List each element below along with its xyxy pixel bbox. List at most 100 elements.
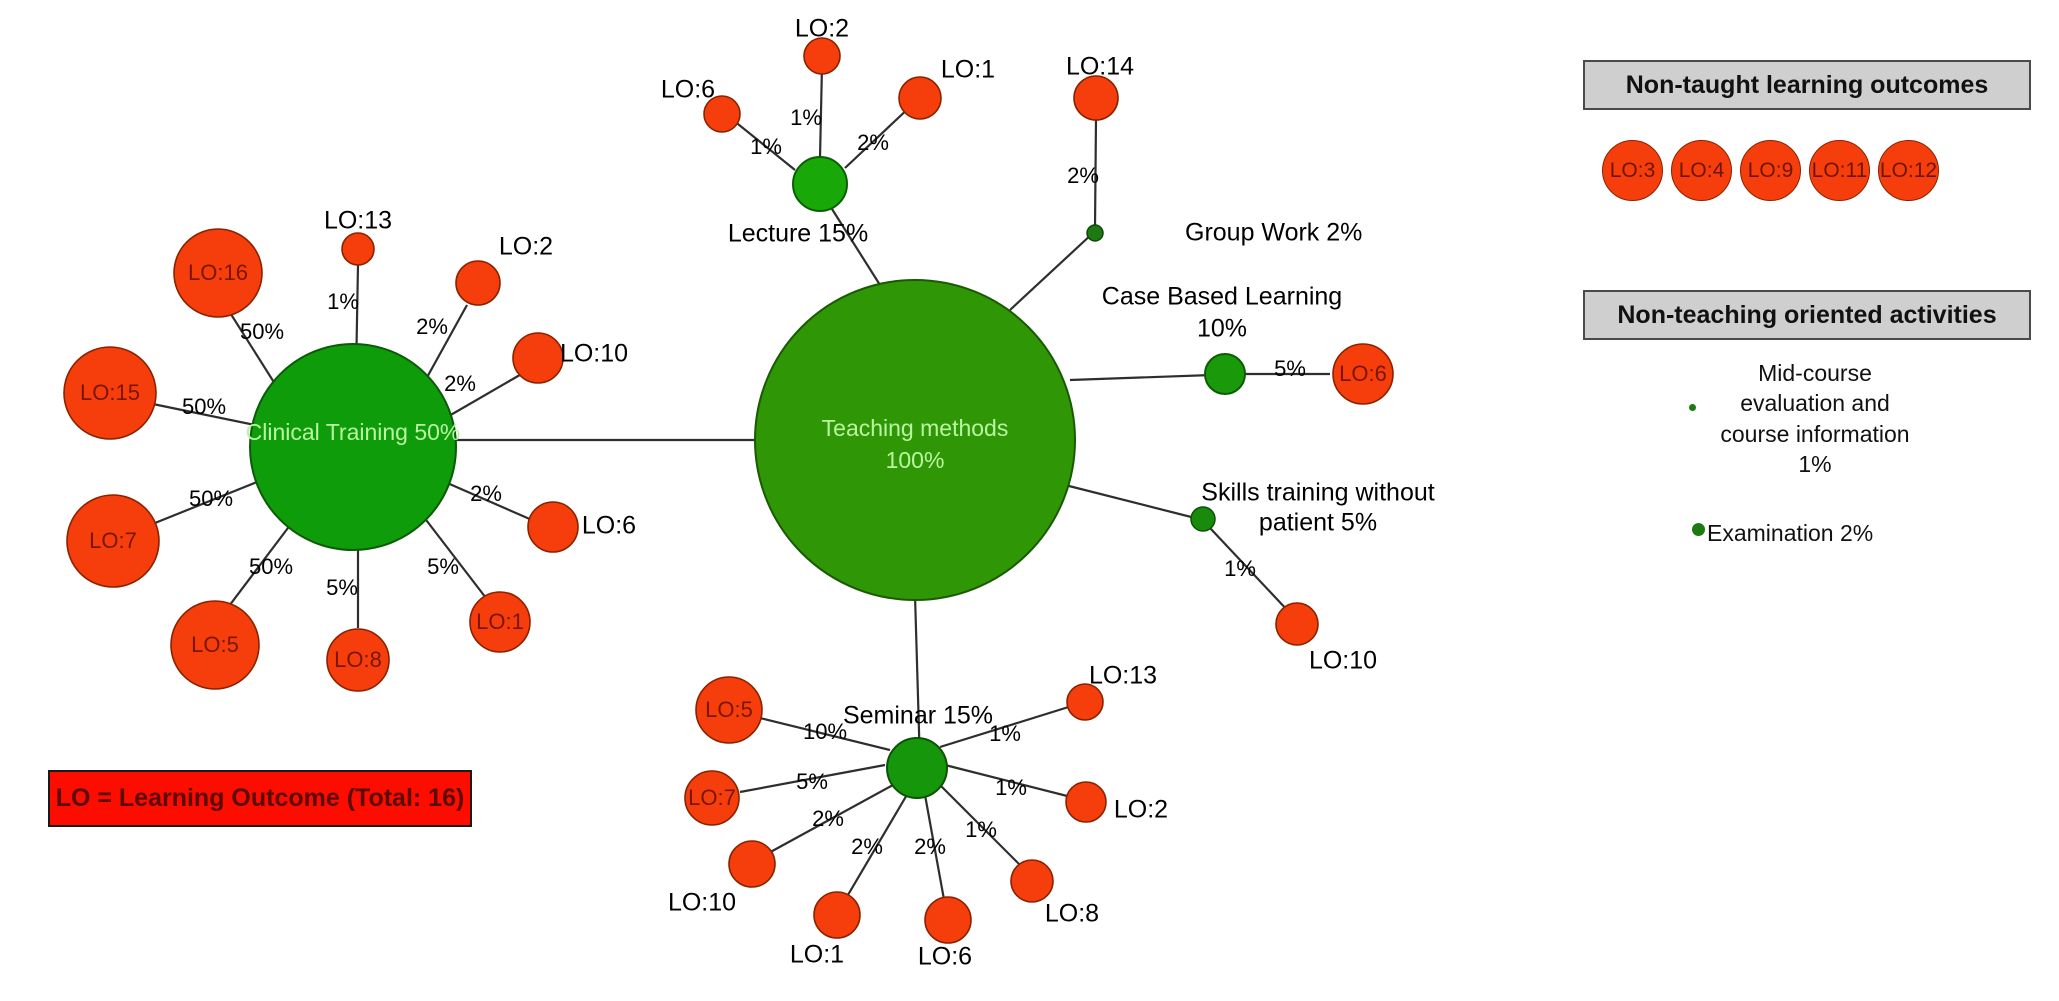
edges-center-to-methods [455,189,1213,766]
edge-lecture-lo6 [732,119,796,171]
lo2-seminar-outer-label: LO:2 [1114,796,1168,824]
lo6-clinical-outer-label: LO:6 [582,512,636,540]
node-case-based-learning[interactable] [1204,353,1246,395]
node-outcome-lo2-clinical[interactable] [455,260,501,306]
edge-label-seminar-lo6: 2% [914,834,946,859]
node-outcome-lo13-seminar[interactable] [1066,683,1104,721]
node-outcome-lo16[interactable]: LO:16 [173,228,263,318]
edge-label-seminar-lo2: 1% [995,775,1027,800]
lo8-clinical-label: LO:8 [334,647,382,672]
mid-course-activity-dot[interactable] [1689,404,1696,411]
node-teaching-methods[interactable]: Teaching methods 100% [754,279,1076,601]
seminar-label: Seminar 15% [843,702,993,730]
lo13-outer-label: LO:13 [324,207,392,235]
edges-lecture [732,65,913,171]
non-taught-lo-chip[interactable]: LO:12 [1878,140,1939,201]
edge-label-cbl-lo6: 5% [1274,356,1306,381]
lo10-clinical-outer-label: LO:10 [560,340,628,368]
node-outcome-lo13[interactable] [341,232,375,266]
non-taught-lo-chip[interactable]: LO:11 [1809,140,1870,201]
edge-label-seminar-lo7: 5% [796,769,828,794]
node-outcome-lo8-clinical[interactable]: LO:8 [326,628,390,692]
lo13-seminar-outer-label: LO:13 [1089,662,1157,690]
non-taught-header-text: Non-taught learning outcomes [1625,70,1989,99]
lo6-lecture-outer-label: LO:6 [661,76,715,104]
node-outcome-lo5-seminar[interactable]: LO:5 [695,676,763,744]
node-outcome-lo2-lecture[interactable] [803,37,841,75]
lo7-clinical-label: LO:7 [89,528,137,553]
edge-clinical-lo5 [219,511,301,619]
lo1-lecture-outer-label: LO:1 [941,56,995,84]
edges-skills-training [1209,527,1291,614]
skills-training-label-line1: Skills training without [1201,479,1434,507]
group-work-label: Group Work 2% [1185,219,1362,247]
edge-lecture-lo1 [844,104,913,169]
case-based-learning-label-line2: 10% [1197,315,1247,343]
examination-activity-dot[interactable] [1692,523,1705,536]
lo2-clinical-outer-label: LO:2 [499,233,553,261]
node-outcome-lo1-clinical[interactable]: LO:1 [469,591,531,653]
node-outcome-lo2-seminar[interactable] [1065,781,1107,823]
node-clinical-training[interactable]: Clinical Training 50% [246,343,461,551]
edge-seminar-lo5 [759,716,891,752]
edge-label-clinical-lo13: 1% [327,289,359,314]
edge-center-groupwork [1009,232,1094,311]
node-group-work[interactable] [1086,224,1104,242]
node-outcome-lo1-lecture[interactable] [898,76,942,120]
edge-seminar-lo8 [939,784,1026,871]
edges-seminar [739,703,1076,906]
node-outcome-lo6-clinical[interactable] [527,501,579,553]
skills-training-label-line2: patient 5% [1259,509,1377,537]
node-outcome-lo14[interactable] [1073,75,1119,121]
edge-label-lecture-lo2: 1% [790,105,822,130]
edge-seminar-lo2 [944,763,1076,800]
node-outcome-lo6-seminar[interactable] [924,896,972,944]
edge-clinical-lo7 [149,478,263,527]
node-lecture[interactable] [792,156,848,212]
edges-clinical-training [147,264,533,628]
edge-label-clinical-lo6: 2% [470,481,502,506]
edge-clinical-lo10 [441,371,526,421]
node-outcome-lo1-seminar[interactable] [813,891,861,939]
node-outcome-lo10-skills[interactable] [1275,602,1319,646]
non-teaching-activities-header: Non-teaching oriented activities [1583,290,2031,340]
node-outcome-lo7-clinical[interactable]: LO:7 [66,494,160,588]
edge-seminar-lo13 [939,703,1076,749]
node-skills-training[interactable] [1190,506,1216,532]
node-outcome-lo6-cbl[interactable]: LO:6 [1332,343,1394,405]
node-outcome-lo8-seminar[interactable] [1010,859,1054,903]
non-taught-lo-chip[interactable]: LO:4 [1671,140,1732,201]
nodes-lecture-outcomes: LO:6 LO:2 LO:1 [661,15,995,133]
node-outcome-lo10-seminar[interactable] [728,840,776,888]
edge-lecture-lo2 [818,65,824,159]
node-outcome-lo10-clinical[interactable] [512,332,564,384]
lo2-lecture-outer-label: LO:2 [795,15,849,43]
node-outcome-lo15[interactable]: LO:15 [63,346,157,440]
lo15-label: LO:15 [80,380,140,405]
non-taught-lo-chip[interactable]: LO:9 [1740,140,1801,201]
edge-center-skills [1064,483,1204,522]
edge-label-clinical-lo10: 2% [444,371,476,396]
node-outcome-lo5-clinical[interactable]: LO:5 [170,600,260,690]
edge-groupwork-lo14 [1093,117,1098,229]
edge-center-cbl [1069,373,1213,382]
center-node-label-line2: 100% [886,447,945,473]
edge-label-lecture-lo1: 2% [857,130,889,155]
case-based-learning-label-line1: Case Based Learning [1102,283,1342,311]
lecture-label: Lecture 15% [728,220,868,248]
node-outcome-lo6-lecture[interactable] [703,95,741,133]
lo-legend-note: LO = Learning Outcome (Total: 16) [48,770,472,827]
edge-clinical-lo15 [147,401,256,427]
non-taught-lo-chip[interactable]: LO:3 [1602,140,1663,201]
edge-label-seminar-lo10: 2% [812,806,844,831]
edge-label-clinical-lo7: 50% [189,486,233,511]
node-seminar[interactable] [886,737,948,799]
lo1-seminar-outer-label: LO:1 [790,941,844,969]
edge-seminar-lo10 [764,784,894,856]
node-outcome-lo7-seminar[interactable]: LO:7 [684,770,740,826]
mid-course-line3: course information [1720,420,1910,447]
edge-label-clinical-lo16: 50% [240,319,284,344]
edge-label-clinical-lo1: 5% [427,554,459,579]
